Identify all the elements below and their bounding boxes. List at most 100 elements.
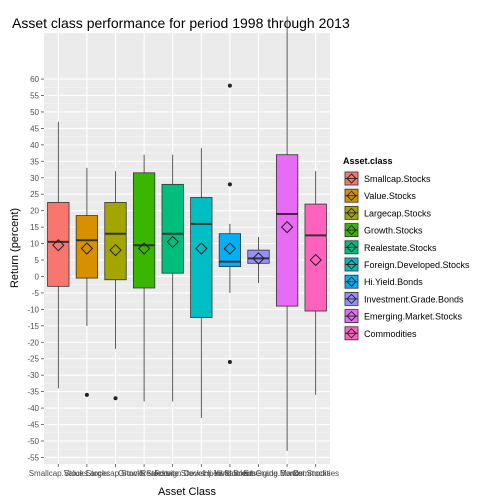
box-group — [275, 16, 299, 451]
legend-label: Foreign.Developed.Stocks — [364, 260, 470, 270]
legend-label: Growth.Stocks — [364, 226, 423, 236]
x-tick-label: Hi.Yield.Bonds — [204, 469, 256, 478]
legend-item: Value.Stocks — [342, 186, 416, 205]
y-tick-label: -45 — [27, 421, 39, 430]
legend-label: Emerging.Market.Stocks — [364, 312, 463, 322]
y-tick-label: 5 — [35, 256, 40, 265]
legend-item: Emerging.Market.Stocks — [342, 307, 463, 325]
outlier-point — [227, 83, 232, 88]
y-tick-label: -20 — [27, 338, 39, 347]
box — [218, 233, 242, 267]
legend-label: Investment.Grade.Bonds — [364, 294, 464, 304]
y-tick-label: 40 — [30, 141, 39, 150]
legend-mean-marker — [346, 173, 357, 184]
x-axis-ticks: Smallcap.StocksValue.StocksLargecap.Stoc… — [29, 464, 339, 478]
legend-item: Hi.Yield.Bonds — [342, 272, 423, 291]
x-tick-label: Realestate.Stocks — [140, 469, 204, 478]
legend-item: Largecap.Stocks — [342, 204, 432, 222]
legend-item: Investment.Grade.Bonds — [342, 290, 464, 308]
y-tick-label: 55 — [30, 92, 39, 101]
mean-marker — [280, 220, 294, 234]
legend-items: Smallcap.Stocks Value.Stocks Largecap.Stoc… — [342, 169, 470, 343]
y-tick-label: -25 — [27, 355, 39, 364]
x-tick-label: Largecap.Stocks — [86, 469, 146, 478]
box-group — [190, 148, 213, 418]
box-group — [247, 236, 270, 284]
y-tick-label: 20 — [30, 207, 39, 216]
boxes — [47, 16, 327, 451]
legend-mean-marker — [346, 242, 357, 253]
y-tick-label: 25 — [30, 190, 39, 199]
legend-label: Smallcap.Stocks — [364, 174, 431, 184]
y-tick-label: 30 — [30, 174, 39, 183]
box — [104, 202, 127, 281]
legend-item: Growth.Stocks — [342, 221, 423, 239]
y-tick-label: -30 — [27, 371, 39, 380]
box-group — [47, 121, 70, 389]
legend-mean-marker — [346, 293, 357, 305]
legend-mean-marker — [346, 224, 357, 236]
y-tick-label: 15 — [30, 223, 39, 232]
outlier-point — [113, 396, 118, 401]
legend-item: Realestate.Stocks — [342, 238, 437, 257]
box-group — [75, 167, 99, 397]
mean-marker — [223, 242, 237, 255]
y-tick-label: 60 — [30, 75, 39, 84]
mean-marker — [137, 242, 151, 255]
y-tick-label: -40 — [27, 404, 39, 413]
mean-marker — [195, 242, 208, 255]
outlier-point — [227, 360, 232, 365]
y-tick-label: -35 — [27, 388, 39, 397]
y-axis-ticks: -55-50-45-40-35-30-25-20-15-10-505101520… — [27, 75, 44, 462]
box-group — [304, 171, 327, 395]
mean-marker — [80, 242, 94, 255]
box — [304, 203, 327, 312]
x-tick-label: Smallcap.Stocks — [29, 469, 88, 478]
legend-label: Hi.Yield.Bonds — [364, 277, 423, 287]
legend-item: Foreign.Developed.Stocks — [342, 255, 470, 274]
y-tick-label: -5 — [32, 289, 40, 298]
mean-marker — [309, 253, 322, 267]
y-tick-label: 0 — [35, 272, 40, 281]
legend-item: Smallcap.Stocks — [342, 169, 431, 188]
box-group — [132, 154, 156, 402]
y-tick-label: -15 — [27, 322, 39, 331]
mean-marker — [109, 243, 122, 257]
box-group — [161, 154, 184, 402]
chart-title: Asset class performance for period 1998 … — [12, 15, 350, 31]
y-tick-label: -10 — [27, 305, 39, 314]
x-tick-label: Investment.Grade.Bonds — [214, 469, 303, 478]
legend-mean-marker — [346, 207, 357, 219]
legend-label: Value.Stocks — [364, 191, 416, 201]
mean-marker — [52, 239, 65, 252]
legend-mean-marker — [346, 276, 357, 287]
legend-mean-marker — [346, 259, 357, 270]
mean-marker — [252, 252, 265, 265]
legend-mean-marker — [346, 190, 357, 201]
outlier-point — [227, 182, 232, 187]
x-tick-label: Commodities — [292, 469, 339, 478]
y-tick-label: -50 — [27, 437, 39, 446]
y-tick-label: 35 — [30, 157, 39, 166]
box — [75, 215, 99, 279]
x-axis-title: Asset Class — [158, 486, 217, 498]
box — [161, 183, 184, 274]
box — [190, 197, 213, 318]
y-axis-title: Return (percent) — [9, 208, 21, 288]
x-tick-label: Foreign.Developed.Stocks — [154, 469, 248, 478]
legend-item: Commodities — [342, 324, 417, 343]
mean-marker — [166, 235, 179, 249]
x-tick-label: Emerging.Market.Stocks — [244, 469, 331, 478]
box — [132, 172, 156, 289]
y-tick-label: -55 — [27, 453, 39, 462]
box — [275, 154, 299, 307]
box — [247, 249, 270, 264]
outlier-point — [84, 392, 89, 397]
x-tick-label: Value.Stocks — [64, 469, 110, 478]
legend-title: Asset.class — [343, 156, 393, 166]
box-group — [104, 171, 127, 401]
legend-label: Commodities — [364, 329, 417, 339]
legend-mean-marker — [346, 328, 357, 339]
legend-label: Largecap.Stocks — [364, 208, 432, 218]
